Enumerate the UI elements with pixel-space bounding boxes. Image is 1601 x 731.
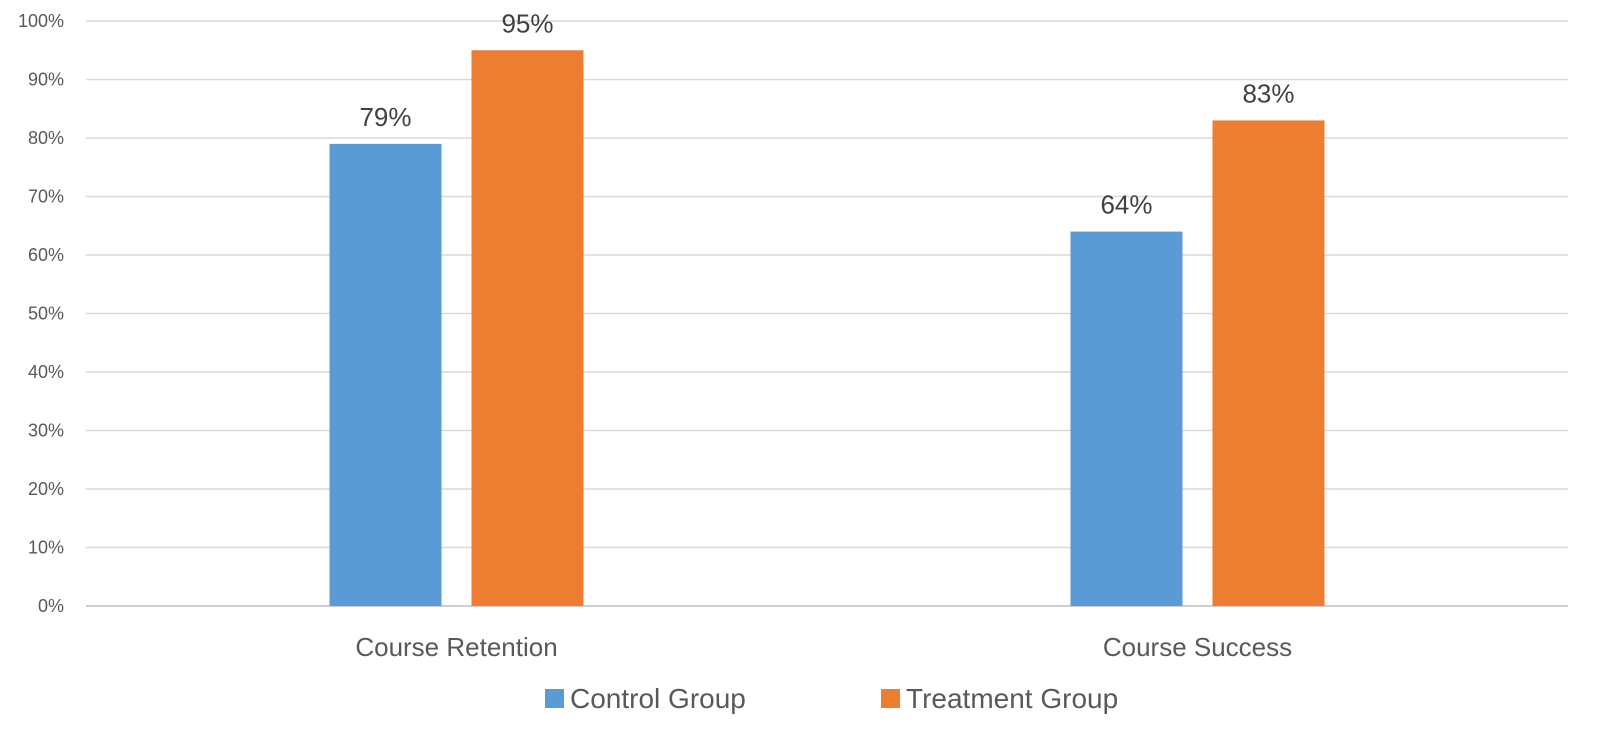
bar-treatment-group [471,50,584,606]
y-tick-label: 50% [28,304,64,324]
data-label: 64% [1100,190,1152,220]
data-label: 83% [1242,78,1294,108]
legend-label: Control Group [570,683,746,714]
legend-swatch [545,689,564,708]
legend-swatch [881,689,900,708]
y-tick-label: 20% [28,479,64,499]
y-tick-label: 60% [28,245,64,265]
y-tick-label: 70% [28,187,64,207]
bar-control-group [1070,231,1183,606]
y-tick-label: 90% [28,70,64,90]
y-tick-label: 10% [28,538,64,558]
data-label: 79% [359,102,411,132]
y-tick-label: 30% [28,421,64,441]
y-tick-label: 80% [28,128,64,148]
y-tick-label: 0% [38,596,64,616]
category-label: Course Success [1103,632,1292,662]
data-label: 95% [501,8,553,38]
legend-label: Treatment Group [906,683,1118,714]
y-axis-tick-labels: 0% 10% 20% 30% 40% 50% 60% 70% 80% 90% 100% [18,11,64,616]
data-labels: 79% 95% 64% 83% [359,8,1294,219]
legend: Control Group Treatment Group [545,683,1118,714]
gridlines [86,20,1568,607]
bar-treatment-group [1212,120,1325,606]
category-label: Course Retention [355,632,557,662]
bar-control-group [329,143,442,606]
y-tick-label: 100% [18,11,64,31]
x-axis-category-labels: Course Retention Course Success [355,632,1292,662]
bars [329,50,1325,606]
y-tick-label: 40% [28,362,64,382]
